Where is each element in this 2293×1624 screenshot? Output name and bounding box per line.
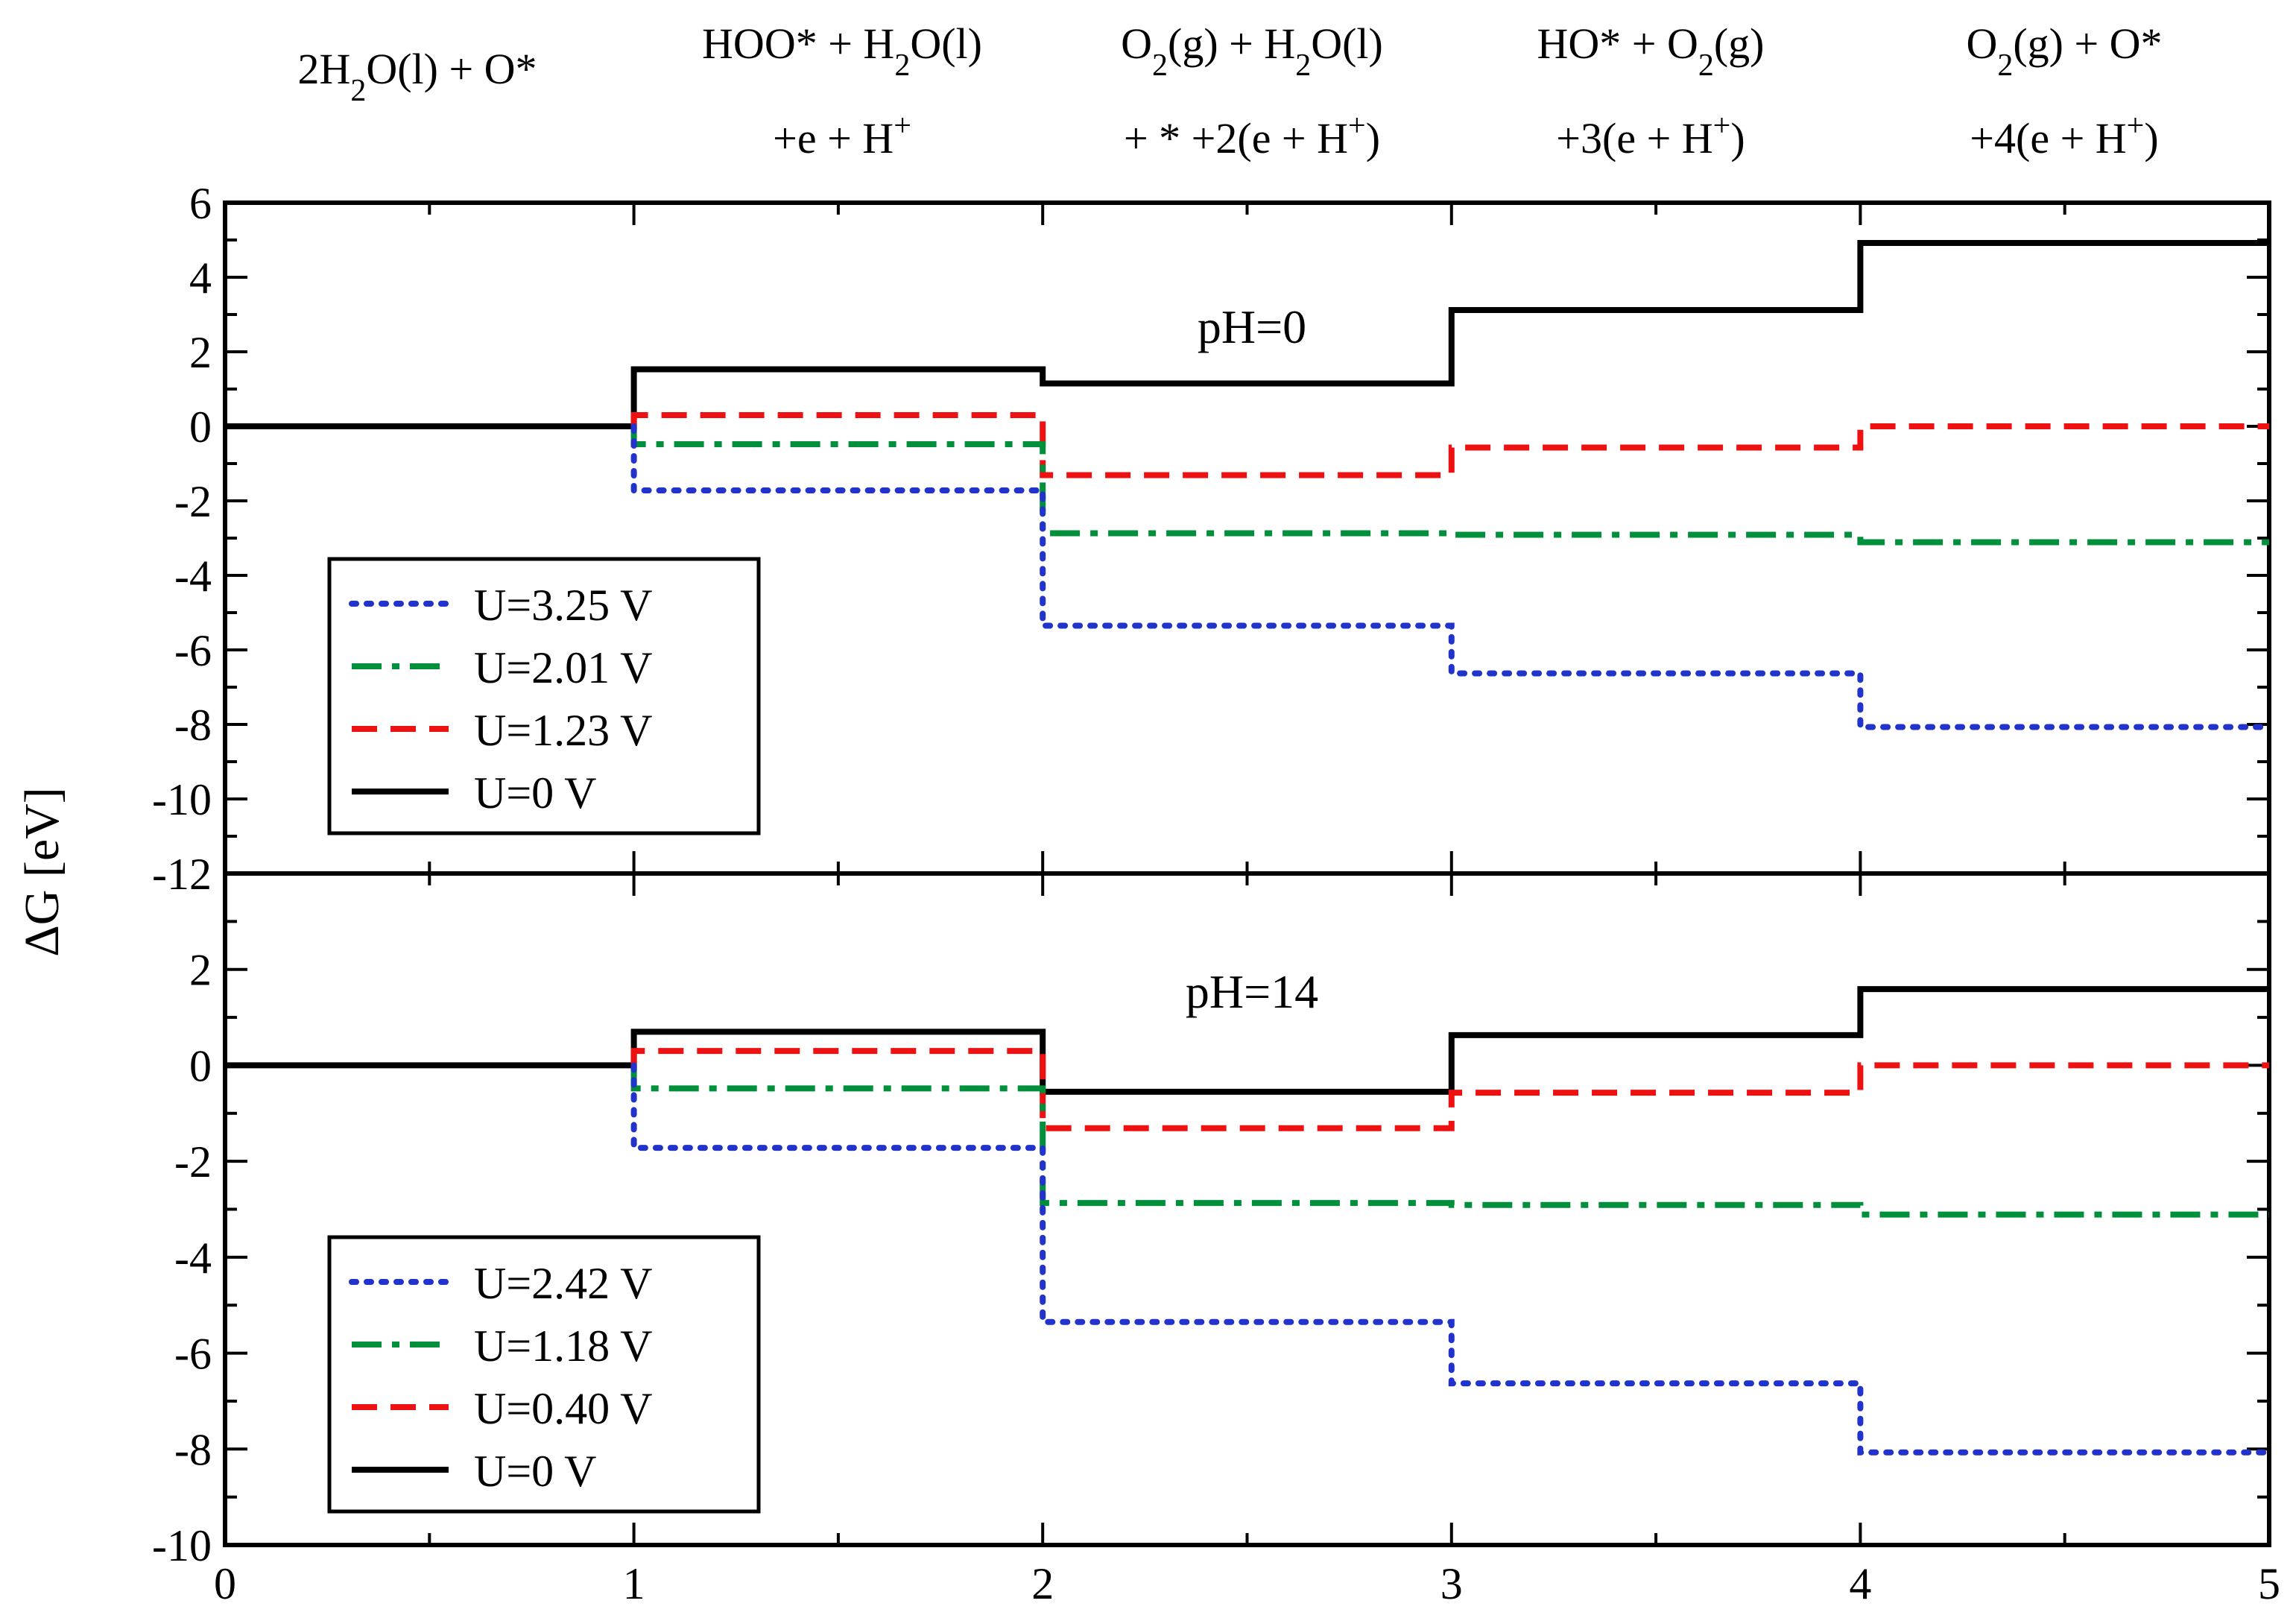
legend-label: U=0 V	[474, 1447, 596, 1496]
x-tick-label: 4	[1849, 1559, 1871, 1608]
x-tick-label: 3	[1440, 1559, 1463, 1608]
legend: U=2.42 V U=1.18 V U=0.40 V U=0 V	[327, 1235, 761, 1514]
reaction-label-line1: O2(g) + H2O(l)	[1121, 19, 1383, 83]
reaction-label-line1: HOO* + H2O(l)	[702, 19, 982, 83]
y-tick-label: -8	[174, 701, 212, 750]
reaction-label-line2: +4(e + H+)	[1970, 109, 2158, 162]
reaction-step-labels: 2H2O(l) + O* HOO* + H2O(l) +e + H+ O2(g) + …	[297, 19, 2162, 162]
y-tick-label: 4	[189, 253, 212, 303]
y-tick-label: -6	[174, 626, 212, 675]
legend-label: U=1.23 V	[474, 706, 652, 755]
y-tick-label: 2	[189, 946, 212, 995]
y-tick-label: 6	[189, 179, 212, 228]
reaction-label-line1: HO* + O2(g)	[1537, 19, 1764, 83]
x-tick-labels: 0 1 2 3 4 5	[214, 1559, 2280, 1608]
reaction-label-line1: 2H2O(l) + O*	[297, 45, 537, 108]
series-line-u-3-25-v	[630, 423, 2272, 730]
y-tick-label: -6	[174, 1330, 212, 1379]
y-tick-label: -4	[174, 1233, 212, 1283]
panel-title-ph14: pH=14	[1186, 965, 1318, 1018]
y-tick-label: -2	[174, 1137, 212, 1187]
series-line-u-2-01-v	[630, 426, 2269, 546]
legend-label: U=0 V	[474, 768, 596, 818]
y-tick-label: 0	[189, 402, 212, 452]
legend-label: U=1.18 V	[474, 1321, 652, 1371]
y-tick-label: 2	[189, 328, 212, 377]
x-tick-label: 1	[623, 1559, 645, 1608]
series-line-u-1-18-v	[630, 1065, 2269, 1218]
reaction-label-line2: + * +2(e + H+)	[1124, 109, 1380, 162]
legend-label: U=0.40 V	[474, 1384, 652, 1433]
panel-title-ph0: pH=0	[1198, 300, 1306, 353]
y-tick-label: -2	[174, 477, 212, 526]
y-axis-label: ΔG [eV]	[15, 787, 69, 957]
series-line-u-0-v	[225, 240, 2269, 429]
panel-ph14: -10 -8 -6 -4 -2 0 2 U=2.42 V U=1.18 V U=0.40 V U=0…	[152, 871, 2272, 1570]
panel-ph0: -12 -10 -8 -6 -4 -2 0 2 4 6 U=3.25 V U=2.01 V U=1.23…	[152, 179, 2272, 899]
legend: U=3.25 V U=2.01 V U=1.23 V U=0 V	[327, 557, 761, 835]
y-tick-label: -12	[152, 850, 212, 899]
x-tick-label: 5	[2258, 1559, 2280, 1608]
y-tick-label: 0	[189, 1041, 212, 1090]
x-tick-label: 2	[1031, 1559, 1054, 1608]
series-line-u-2-42-v	[630, 1062, 2272, 1456]
reaction-label-line2: +3(e + H+)	[1556, 109, 1745, 162]
legend-label: U=3.25 V	[474, 581, 652, 630]
series-line-u-1-23-v	[630, 412, 2269, 478]
x-tick-label: 0	[214, 1559, 236, 1608]
y-tick-label: -8	[174, 1425, 212, 1474]
y-tick-label: -4	[174, 552, 212, 601]
legend-label: U=2.01 V	[474, 643, 652, 692]
reaction-label-line1: O2(g) + O*	[1966, 19, 2162, 83]
series-line-u-0-40-v	[630, 1048, 2269, 1131]
y-tick-label: -10	[152, 775, 212, 824]
legend-label: U=2.42 V	[474, 1259, 652, 1308]
reaction-label-line2: +e + H+	[773, 109, 911, 162]
y-tick-label: -10	[152, 1521, 212, 1570]
